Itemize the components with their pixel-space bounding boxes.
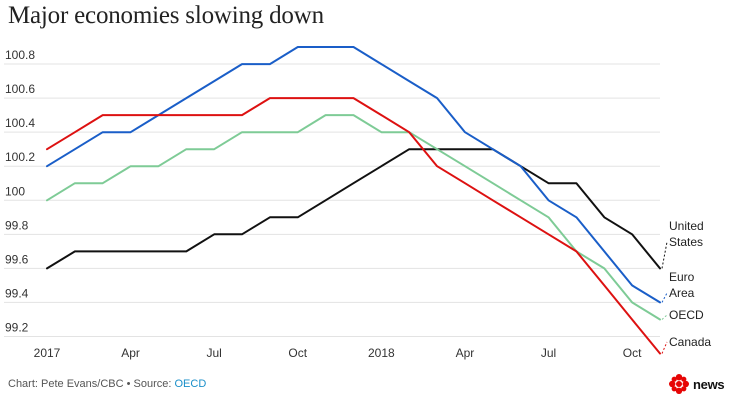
x-tick-label: 2018 bbox=[368, 346, 395, 360]
y-tick-label: 99.4 bbox=[5, 286, 29, 300]
y-tick-label: 100.2 bbox=[5, 150, 35, 164]
series-lines bbox=[46, 46, 661, 355]
chart-footer: Chart: Pete Evans/CBC • Source: OECD bbox=[8, 378, 206, 390]
label-leader bbox=[661, 314, 668, 320]
x-tick-label: Apr bbox=[121, 346, 140, 360]
y-tick-label: 100 bbox=[5, 184, 25, 198]
series-line-oecd bbox=[46, 114, 661, 321]
y-tick-label: 99.2 bbox=[5, 320, 29, 334]
cbc-gem-icon bbox=[669, 374, 689, 394]
series-line-canada bbox=[46, 97, 661, 355]
y-axis-ticks: 99.2 99.4 99.6 99.8 100 100.2 100.4 100.6 100.8 bbox=[5, 48, 35, 334]
source-link[interactable]: OECD bbox=[174, 378, 207, 390]
grid-lines bbox=[4, 63, 660, 337]
x-tick-label: Jul bbox=[541, 346, 556, 360]
x-tick-label: Jul bbox=[207, 346, 222, 360]
series-label-united-states: United States bbox=[669, 219, 704, 249]
chart-title: Major economies slowing down bbox=[8, 2, 324, 29]
logo-text: news bbox=[693, 376, 725, 392]
series-line-united-states bbox=[46, 148, 661, 270]
series-label-oecd: OECD bbox=[669, 308, 704, 322]
cbc-news-logo: news bbox=[668, 373, 725, 395]
x-tick-label: Apr bbox=[456, 346, 475, 360]
credit-text: Chart: Pete Evans/CBC • Source: bbox=[8, 378, 175, 390]
label-leader bbox=[661, 292, 668, 303]
y-tick-label: 100.6 bbox=[5, 82, 35, 96]
series-line-euro-area bbox=[46, 46, 661, 304]
x-tick-label: 2017 bbox=[34, 346, 61, 360]
x-axis-ticks: 2017 Apr Jul Oct 2018 Apr Jul Oct bbox=[34, 346, 642, 360]
y-tick-label: 99.6 bbox=[5, 252, 29, 266]
label-leader bbox=[661, 341, 668, 354]
label-leader bbox=[661, 241, 668, 269]
series-label-canada: Canada bbox=[669, 335, 711, 349]
x-tick-label: Oct bbox=[288, 346, 307, 360]
series-label-euro-area: Euro Area bbox=[669, 270, 695, 300]
y-tick-label: 100.4 bbox=[5, 116, 35, 130]
series-labels: United States Euro Area OECD Canada bbox=[661, 219, 711, 354]
x-tick-label: Oct bbox=[623, 346, 642, 360]
y-tick-label: 100.8 bbox=[5, 48, 35, 62]
y-tick-label: 99.8 bbox=[5, 218, 29, 232]
